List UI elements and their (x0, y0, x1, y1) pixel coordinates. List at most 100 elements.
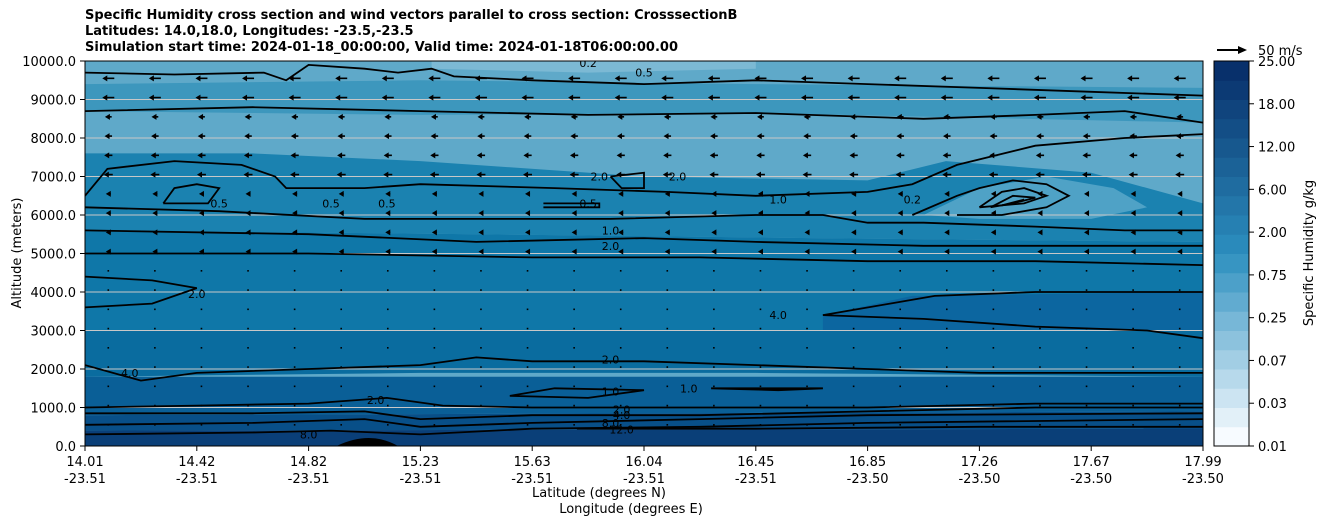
contour-label: 4.0 (121, 367, 139, 380)
wind-vector (526, 366, 529, 368)
wind-vector (945, 385, 948, 388)
wind-vector (894, 75, 907, 82)
wind-vector (1084, 210, 1090, 217)
wind-vector (1127, 75, 1140, 82)
wind-vector (756, 152, 765, 159)
wind-vector (619, 270, 622, 272)
wind-vector (386, 270, 389, 272)
wind-vector (386, 327, 389, 330)
wind-vector (713, 347, 715, 349)
wind-vector (198, 248, 204, 255)
wind-vector (1132, 385, 1134, 388)
wind-vector (711, 210, 717, 217)
contour-label: 1.0 (680, 382, 698, 395)
wind-vector (616, 171, 626, 178)
wind-vector (1036, 133, 1044, 140)
wind-vector (943, 113, 951, 120)
wind-vector (1085, 327, 1088, 330)
contour-line (543, 202, 601, 209)
x-tick-label-lon: -23.51 (623, 472, 665, 487)
wind-vector (1129, 152, 1138, 159)
wind-vector (525, 190, 531, 197)
wind-vector (102, 94, 115, 101)
contour-line (609, 171, 645, 189)
y-tick-label: 10000.0 (22, 55, 76, 70)
wind-vector (430, 133, 439, 140)
wind-vector (1039, 385, 1041, 388)
wind-vector (526, 327, 529, 330)
wind-vector (992, 308, 995, 311)
contour-label: 0.2 (579, 57, 597, 70)
colorbar-swatch (1214, 369, 1249, 389)
wind-vector (433, 385, 436, 388)
wind-vector (1132, 270, 1134, 272)
wind-vector (710, 133, 718, 140)
wind-vector (1083, 113, 1090, 120)
wind-vector (1178, 366, 1181, 368)
wind-vector (852, 270, 855, 272)
colorbar-swatch (1214, 349, 1249, 370)
wind-vector (754, 75, 767, 82)
colorbar-swatch (1214, 61, 1249, 81)
title-line-2: Latitudes: 14.0,18.0, Longitudes: -23.5,… (85, 24, 414, 39)
wind-vector (803, 113, 811, 120)
contour-label: 2.0 (602, 240, 620, 253)
wind-vector (247, 366, 249, 368)
wind-vector (200, 327, 203, 330)
wind-vector (198, 190, 204, 197)
wind-vector (340, 289, 343, 291)
wind-vector (433, 270, 436, 272)
contour-line (85, 229, 1203, 247)
wind-vector (340, 327, 343, 330)
wind-vector (293, 366, 296, 368)
wind-vector (662, 171, 672, 178)
contour-line (85, 63, 1203, 97)
wind-vector (571, 229, 577, 236)
x-tick-label-lon: -23.50 (847, 472, 889, 487)
wind-vector (711, 229, 717, 236)
y-tick-label: 1000.0 (31, 402, 77, 417)
wind-vector (245, 210, 251, 217)
colorbar-swatch (1214, 407, 1249, 428)
wind-vector (713, 289, 715, 291)
wind-vector (293, 308, 296, 311)
colorbar-swatch (1214, 234, 1249, 254)
x-tick-label-lon: -23.50 (958, 472, 1000, 487)
wind-vector (989, 152, 998, 159)
wind-vector (802, 152, 812, 159)
contour-line (85, 252, 1203, 266)
wind-vector (431, 248, 437, 255)
wind-vector (619, 327, 622, 330)
wind-vector (850, 113, 858, 120)
wind-vector (428, 94, 441, 101)
wind-vector (757, 248, 763, 255)
wind-vector (990, 210, 996, 217)
wind-vector (247, 347, 249, 349)
wind-vector (1039, 404, 1041, 407)
wind-vector (666, 270, 669, 272)
wind-vector (102, 75, 115, 82)
y-tick-label: 2000.0 (31, 363, 77, 378)
contour-label: 0.5 (210, 197, 228, 210)
wind-vector (759, 289, 762, 291)
wind-vector (992, 347, 995, 349)
wind-vector (200, 270, 203, 272)
contour-label: 4.0 (613, 409, 631, 422)
wind-vector (480, 385, 482, 388)
wind-vector (570, 133, 578, 140)
colorbar-swatch (1214, 272, 1249, 293)
wind-vector (619, 366, 622, 368)
wind-vector (568, 75, 581, 82)
wind-vector (897, 229, 903, 236)
colorbar-swatch (1214, 176, 1249, 197)
wind-vector (802, 171, 812, 178)
wind-vector (480, 424, 482, 426)
contour-label: 4.0 (769, 309, 787, 322)
wind-vector (570, 113, 578, 120)
wind-vector (619, 404, 622, 407)
wind-vector (338, 248, 344, 255)
title-line-1: Specific Humidity cross section and wind… (85, 8, 738, 23)
wind-vector (386, 385, 389, 388)
wind-vector (433, 327, 436, 330)
wind-vector (851, 248, 857, 255)
